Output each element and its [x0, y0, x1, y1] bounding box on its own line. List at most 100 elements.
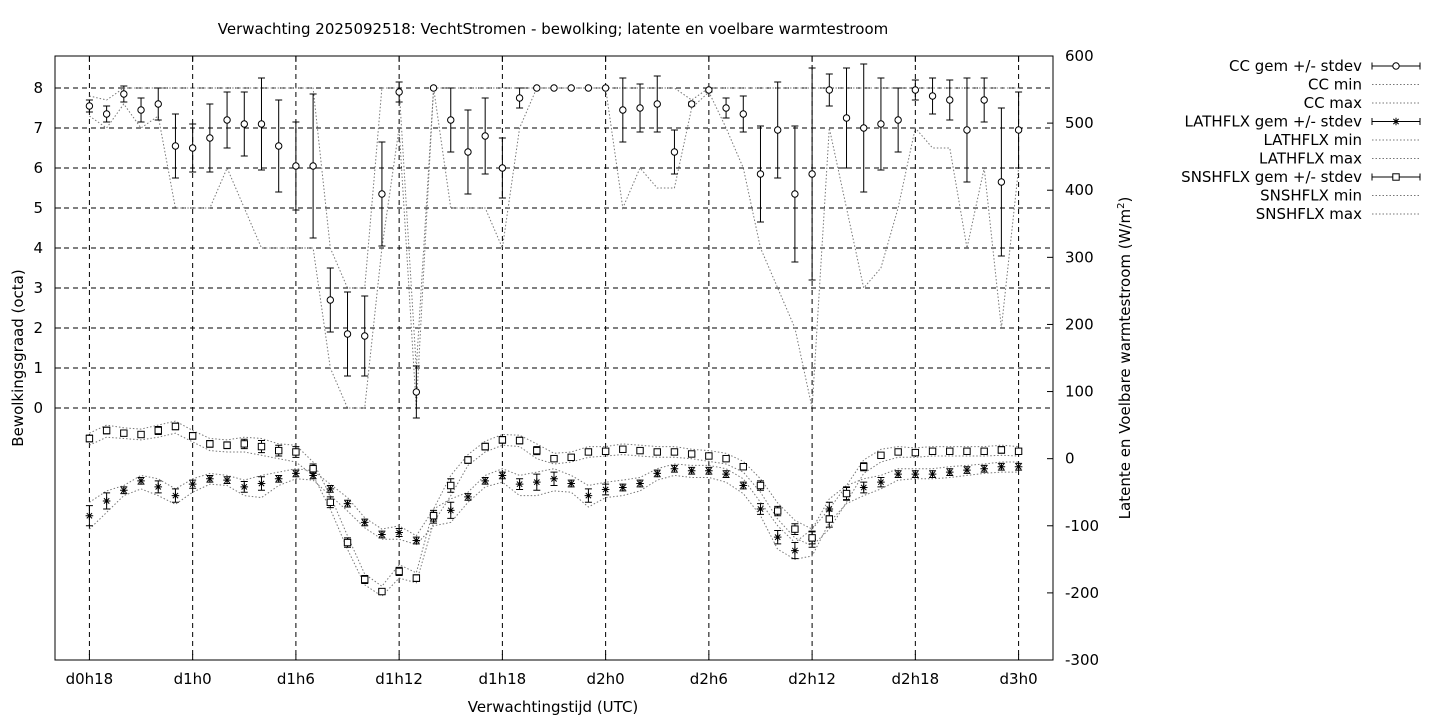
data-point-star — [154, 483, 163, 491]
y2-tick-label: 500 — [1065, 114, 1094, 132]
data-point-square — [791, 525, 799, 533]
series-line-cc-max — [89, 87, 1019, 369]
data-point-star — [619, 483, 627, 492]
data-point-circle — [825, 86, 834, 94]
data-point-star — [550, 475, 558, 483]
x-tick-label: d1h0 — [174, 670, 212, 688]
data-point-square — [343, 538, 352, 547]
data-point-star — [188, 480, 197, 488]
data-point-circle — [946, 96, 954, 104]
data-point-circle — [550, 84, 558, 92]
data-point-square — [722, 454, 730, 463]
y2-axis-label-main: Latente en Voelbare warmtestroom (W/m — [1116, 209, 1134, 519]
y-axis-label: Bewolkingsgraad (octa) — [9, 269, 27, 446]
data-point-circle — [171, 142, 180, 150]
data-point-square — [292, 448, 300, 456]
data-point-circle — [739, 110, 747, 118]
x-tick-label: d2h6 — [690, 670, 728, 688]
data-point-circle — [481, 132, 489, 140]
data-point-circle — [687, 100, 696, 108]
y-tick-label: 2 — [33, 319, 43, 337]
data-point-star — [102, 497, 111, 505]
y2-tick-label: 400 — [1065, 181, 1094, 199]
series-line-lathflx-max — [89, 461, 1019, 544]
data-point-star — [997, 462, 1006, 471]
data-point-circle — [997, 178, 1006, 186]
data-point-square — [601, 447, 610, 455]
y2-axis-label-sup: 2 — [1116, 203, 1127, 209]
data-point-square — [670, 448, 679, 456]
legend-label: LATHFLX gem +/- stdev — [1184, 113, 1362, 131]
data-point-square — [171, 422, 180, 431]
data-point-circle — [773, 126, 782, 134]
data-point-square — [739, 463, 747, 471]
data-point-circle — [515, 94, 524, 102]
data-point-square — [361, 575, 369, 584]
data-point-circle — [85, 102, 94, 110]
data-point-circle — [154, 100, 162, 108]
data-point-square — [825, 515, 834, 523]
data-point-circle — [395, 88, 403, 96]
data-point-star — [773, 533, 782, 541]
data-point-star — [343, 499, 352, 508]
data-point-star — [378, 530, 386, 539]
data-point-star — [515, 480, 524, 488]
data-point-circle — [309, 162, 317, 170]
plot-area-border — [54, 55, 1054, 661]
data-point-circle — [601, 84, 610, 92]
y2-tick-label: -200 — [1065, 584, 1099, 602]
data-point-circle — [860, 124, 868, 132]
data-point-square — [223, 441, 231, 449]
data-point-circle — [1014, 126, 1023, 134]
data-point-circle — [378, 190, 386, 198]
data-point-circle — [722, 104, 730, 112]
data-point-circle — [911, 86, 920, 94]
series-snshflx-gem-stdev — [85, 422, 1023, 596]
data-point-circle — [842, 114, 851, 122]
data-point-square — [309, 465, 317, 473]
series-cc-gem-stdev — [85, 63, 1023, 419]
data-point-star — [274, 475, 283, 483]
data-point-square — [705, 452, 713, 460]
data-point-circle — [274, 142, 283, 150]
x-tick-label: d2h18 — [892, 670, 940, 688]
data-point-star — [894, 470, 902, 478]
y2-axis-label: Latente en Voelbare warmtestroom (W/m2) — [1116, 197, 1134, 520]
x-tick-label: d1h12 — [375, 670, 423, 688]
data-point-circle — [240, 120, 248, 128]
data-point-square — [257, 442, 266, 451]
data-point-circle — [188, 144, 197, 152]
data-point-square — [429, 512, 438, 520]
data-point-circle — [1392, 62, 1400, 70]
legend-label: CC min — [1308, 76, 1362, 94]
data-point-star — [980, 464, 988, 473]
x-tick-label: d0h18 — [66, 670, 114, 688]
data-point-star — [945, 468, 954, 476]
data-point-circle — [636, 104, 644, 112]
data-point-circle — [705, 86, 713, 94]
data-point-circle — [980, 96, 988, 104]
series-line-snshflx-max — [89, 420, 1019, 587]
data-point-square — [498, 436, 507, 444]
data-point-star — [705, 466, 713, 475]
data-point-star — [120, 486, 128, 495]
data-point-star — [240, 483, 249, 491]
data-point-circle — [567, 84, 575, 92]
legend-label: LATHFLX min — [1263, 131, 1362, 149]
data-point-square — [653, 448, 661, 456]
y-tick-label: 3 — [33, 279, 43, 297]
axes: d0h18 d1h0 d1h6 d1h12 d1h18 d2h0 d2h6 d2h12 d2h1… — [33, 47, 1099, 688]
data-point-square — [120, 429, 128, 437]
y2-axis-label-end: ) — [1116, 197, 1134, 203]
data-point-circle — [223, 116, 231, 124]
data-point-star — [446, 506, 455, 515]
legend-label: SNSHFLX gem +/- stdev — [1181, 168, 1362, 186]
data-point-star — [481, 477, 489, 485]
data-point-square — [894, 448, 902, 456]
data-point-circle — [120, 90, 128, 98]
data-point-square — [515, 436, 524, 445]
data-point-square — [567, 453, 575, 462]
data-point-circle — [808, 170, 816, 178]
